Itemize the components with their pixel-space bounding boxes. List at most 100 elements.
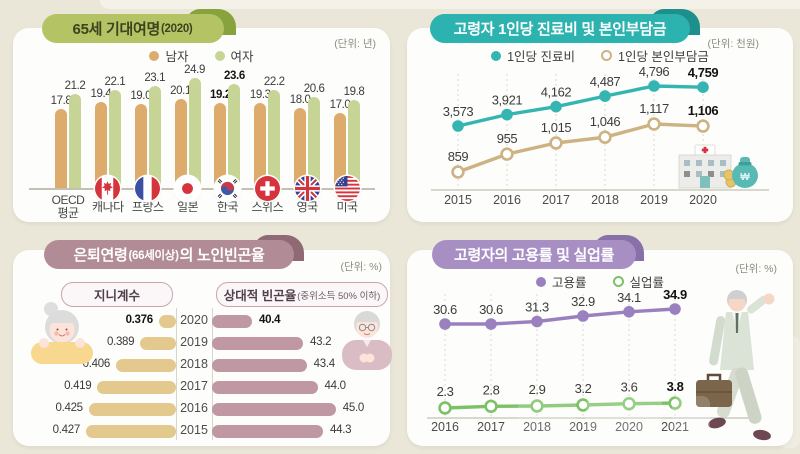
year-label: 2019 <box>180 335 208 349</box>
title-text: 은퇴연령 <box>73 247 128 264</box>
svg-text:30.6: 30.6 <box>433 302 457 317</box>
france-flag-icon <box>135 175 161 201</box>
category-label: OECD 평균 <box>51 193 85 221</box>
filled-circle-marker-icon <box>214 50 225 61</box>
switzerland-flag-icon <box>254 175 280 201</box>
value-label: 0.419 <box>64 379 92 392</box>
value-label: 18.0 <box>289 94 311 107</box>
bar-여자 <box>108 90 121 188</box>
svg-text:2.3: 2.3 <box>437 384 454 399</box>
svg-text:1,046: 1,046 <box>590 114 621 129</box>
bar-남자 <box>55 109 67 188</box>
bar-gini <box>140 336 176 350</box>
category-label: 프랑스 <box>131 200 164 214</box>
legend-item: 여자 <box>214 46 254 65</box>
value-label: 19.2 <box>210 89 231 102</box>
legend-label: 남자 <box>165 50 189 64</box>
svg-text:2017: 2017 <box>542 193 570 207</box>
svg-text:4,759: 4,759 <box>688 65 719 80</box>
businessman-illustration <box>690 286 785 444</box>
category-label: 캐나다 <box>92 200 124 214</box>
svg-text:2016: 2016 <box>431 420 459 434</box>
value-label: 23.1 <box>144 71 166 84</box>
year-label: 2018 <box>180 357 208 371</box>
panel-life-expectancy: (단위: 년) 남자 여자 17.8 21.2 OECD 평균 19.4 22.1 캐나다 19… <box>13 28 390 222</box>
bar-남자 <box>134 104 147 188</box>
legend-label: 여자 <box>230 50 254 64</box>
year-label: 2015 <box>180 423 208 437</box>
panel-poverty-rate: (단위: %) 지니계수 상대적 빈곤율 (중위소득 50% 이하) 2020 0.… <box>13 250 392 446</box>
unit-label: (단위: 년) <box>334 38 376 50</box>
svg-text:4,162: 4,162 <box>541 85 572 100</box>
value-label: 23.6 <box>224 69 245 82</box>
legend-item: 1인당 본인부담금 <box>601 46 709 65</box>
value-label: 24.9 <box>184 63 205 76</box>
value-label: 44.3 <box>330 423 352 436</box>
bar-여자 <box>348 100 361 188</box>
panel-title-employment-rate: 고령자의 고용률 및 실업률 <box>432 240 636 269</box>
svg-text:2018: 2018 <box>591 193 619 207</box>
bar-gini <box>97 380 176 394</box>
svg-text:34.9: 34.9 <box>663 287 687 302</box>
axis-line <box>29 188 375 190</box>
legend: 1인당 진료비 1인당 본인부담금 <box>407 46 793 65</box>
svg-text:2020: 2020 <box>689 193 717 207</box>
top-panel-edge <box>100 0 800 9</box>
value-label: 22.2 <box>263 75 285 88</box>
svg-text:2017: 2017 <box>477 420 505 434</box>
value-label: 19.3 <box>249 88 271 101</box>
bar-poverty <box>212 358 307 372</box>
subpill-text: 상대적 빈곤율 <box>223 289 297 303</box>
legend-item: 1인당 진료비 <box>491 46 575 65</box>
dual-bar-chart-poverty: 2020 0.376 40.4 2019 0.389 43.2 2018 0.406 43.4 2… <box>13 250 390 446</box>
panel-title-poverty-rate: 은퇴연령 (66세이상) 의 노인빈곤율 <box>44 240 294 269</box>
gini-coefficient-label: 지니계수 <box>61 282 173 307</box>
value-label: 20.1 <box>170 85 191 98</box>
legend: 고용률 실업률 <box>407 272 793 291</box>
svg-text:3.6: 3.6 <box>621 380 638 395</box>
filled-circle-marker-icon <box>491 50 502 61</box>
svg-text:2019: 2019 <box>640 193 668 207</box>
line-chart-employment: 30.6 30.6 31.3 32.9 34.1 34.9 2.3 2.8 2.9 3.2 3.6 3… <box>427 287 761 434</box>
category-label: 영국 <box>296 200 319 214</box>
svg-text:₩: ₩ <box>740 172 750 183</box>
category-label: 한국 <box>216 200 239 214</box>
unit-label: (단위: %) <box>735 263 777 275</box>
value-label: 22.1 <box>104 76 126 89</box>
svg-text:2020: 2020 <box>615 420 643 434</box>
uk-flag-icon <box>294 175 320 201</box>
bar-gini <box>115 358 176 372</box>
value-label: 0.389 <box>106 335 135 348</box>
svg-text:3,573: 3,573 <box>443 104 474 119</box>
value-label: 45.0 <box>342 401 364 414</box>
legend-label: 실업률 <box>629 276 665 290</box>
svg-text:1,015: 1,015 <box>541 120 572 135</box>
value-label: 43.2 <box>310 335 332 348</box>
svg-text:2018: 2018 <box>523 420 551 434</box>
relative-poverty-label: 상대적 빈곤율 (중위소득 50% 이하) <box>216 282 388 307</box>
svg-text:3.2: 3.2 <box>575 381 592 396</box>
panel-title-medical-expense: 고령자 1인당 진료비 및 본인부담금 <box>430 14 690 43</box>
title-text: 의 노인빈곤율 <box>179 247 265 264</box>
panel-title-life-expectancy: 65세 기대여명 (2020) <box>42 14 224 43</box>
line-chart-medical-expense: 3,573 3,921 4,162 4,487 4,796 4,759 859 955 1,01… <box>431 64 769 207</box>
legend: 남자 여자 <box>13 46 390 65</box>
subpill-suffix: (중위소득 50% 이하) <box>297 290 381 302</box>
bar-poverty <box>212 424 324 438</box>
svg-text:955: 955 <box>497 131 518 146</box>
value-label: 21.2 <box>64 80 86 93</box>
bar-남자 <box>294 108 307 188</box>
svg-text:3,921: 3,921 <box>492 93 523 108</box>
svg-text:2019: 2019 <box>569 420 597 434</box>
legend-label: 1인당 진료비 <box>507 50 575 64</box>
bar-여자 <box>188 77 201 188</box>
bar-여자 <box>69 94 81 188</box>
svg-text:859: 859 <box>448 149 469 164</box>
divider-line <box>212 308 213 440</box>
bar-poverty <box>212 380 318 394</box>
japan-flag-icon <box>175 175 201 201</box>
title-text: 고령자 1인당 진료비 및 본인부담금 <box>453 21 667 38</box>
divider-line <box>176 308 177 440</box>
filled-circle-marker-icon <box>149 50 160 61</box>
legend-label: 고용률 <box>551 276 587 290</box>
